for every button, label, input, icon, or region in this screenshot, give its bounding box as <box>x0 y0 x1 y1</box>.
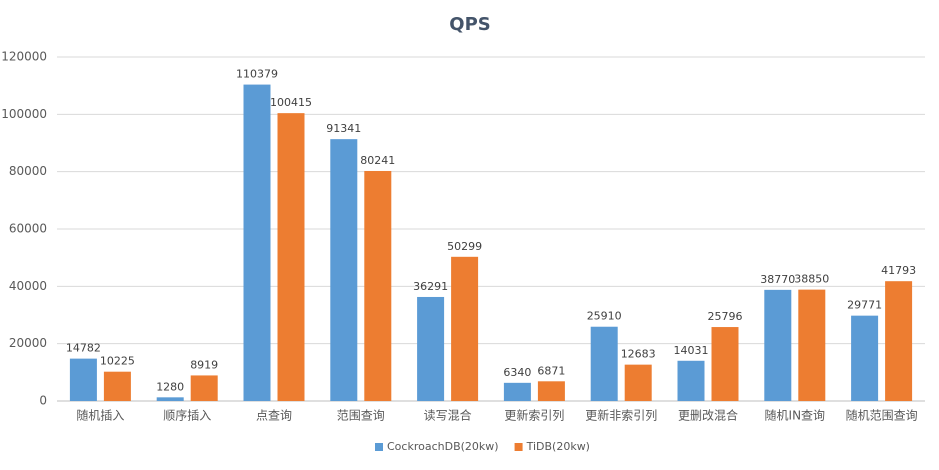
y-tick-label: 0 <box>39 394 47 408</box>
value-label: 80241 <box>360 154 395 167</box>
value-label: 12683 <box>621 348 656 361</box>
value-label: 25796 <box>708 310 743 323</box>
y-tick-label: 80000 <box>9 164 47 178</box>
legend-swatch <box>375 443 383 451</box>
x-tick-label: 范围查询 <box>337 409 385 423</box>
bar <box>798 289 826 401</box>
bar <box>711 327 739 401</box>
x-tick-label: 更删改混合 <box>678 408 738 423</box>
value-label: 8919 <box>190 358 218 371</box>
y-tick-label: 20000 <box>9 336 47 350</box>
bar <box>417 296 445 401</box>
value-label: 91341 <box>326 122 361 135</box>
value-label: 25910 <box>587 310 622 323</box>
value-label: 6340 <box>503 366 531 379</box>
bar <box>590 326 618 401</box>
value-label: 41793 <box>881 264 916 277</box>
value-label: 10225 <box>100 355 135 368</box>
value-label: 6871 <box>537 364 565 377</box>
bar <box>851 315 879 401</box>
bar <box>364 170 392 401</box>
y-tick-label: 120000 <box>1 50 47 64</box>
x-tick-label: 更新索引列 <box>504 408 564 423</box>
bar <box>103 371 131 401</box>
value-label: 110379 <box>236 68 278 81</box>
value-label: 14031 <box>674 344 709 357</box>
y-tick-label: 100000 <box>1 107 47 121</box>
bar <box>190 375 218 401</box>
bar <box>624 364 652 401</box>
y-tick-label: 60000 <box>9 222 47 236</box>
x-tick-label: 随机范围查询 <box>846 408 918 423</box>
bar <box>885 281 913 401</box>
value-label: 50299 <box>447 240 482 253</box>
value-label: 36291 <box>413 280 448 293</box>
bar <box>537 381 565 401</box>
x-tick-label: 随机IN查询 <box>765 408 826 423</box>
bar <box>156 397 184 401</box>
bar <box>277 113 305 401</box>
value-label: 14782 <box>66 342 101 355</box>
value-label: 1280 <box>156 380 184 393</box>
y-tick-label: 40000 <box>9 279 47 293</box>
x-tick-label: 更新非索引列 <box>585 408 657 423</box>
value-label: 38770 <box>760 273 795 286</box>
bar <box>243 84 271 401</box>
bar <box>451 256 479 401</box>
x-tick-label: 点查询 <box>256 409 292 423</box>
value-label: 38850 <box>794 273 829 286</box>
legend-swatch <box>514 443 523 451</box>
legend-label: TiDB(20kw) <box>526 440 590 453</box>
x-tick-label: 顺序插入 <box>163 408 211 423</box>
chart-title: QPS <box>449 14 490 35</box>
value-label: 29771 <box>847 299 882 312</box>
bar <box>677 360 705 401</box>
bar <box>503 382 531 401</box>
bar <box>764 289 792 401</box>
x-tick-label: 读写混合 <box>424 408 472 423</box>
value-label: 100415 <box>270 96 312 109</box>
bar <box>330 139 358 401</box>
legend-label: CockroachDB(20kw) <box>387 440 499 453</box>
bar <box>69 358 97 401</box>
x-tick-label: 随机插入 <box>76 408 124 423</box>
